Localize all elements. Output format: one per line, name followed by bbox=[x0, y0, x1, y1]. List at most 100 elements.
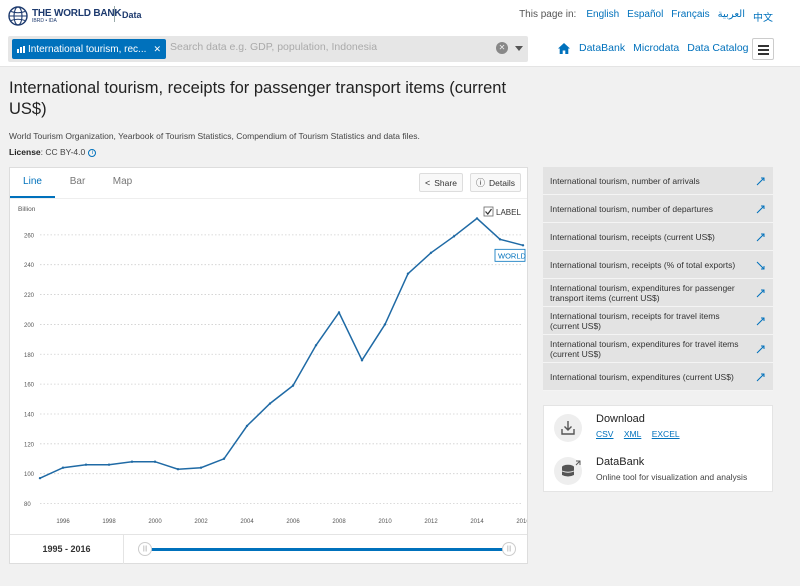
world-bank-logo[interactable]: THE WORLD BANK IBRD • IDA bbox=[8, 6, 122, 26]
lang-french[interactable]: Français bbox=[671, 9, 710, 20]
tab-line[interactable]: Line bbox=[10, 168, 55, 198]
dropdown-caret-icon[interactable] bbox=[515, 46, 523, 51]
chip-remove-icon[interactable]: ✕ bbox=[153, 43, 161, 54]
lang-english[interactable]: English bbox=[586, 9, 620, 20]
database-icon bbox=[554, 457, 582, 485]
data-point bbox=[360, 359, 364, 362]
related-item[interactable]: International tourism, number of arrival… bbox=[543, 167, 773, 195]
related-item-label: International tourism, receipts for trav… bbox=[550, 310, 720, 331]
info-circle-icon: ⓘ bbox=[476, 178, 486, 188]
share-label: Share bbox=[434, 177, 457, 188]
related-item[interactable]: International tourism, number of departu… bbox=[543, 195, 773, 223]
data-point bbox=[475, 217, 479, 220]
details-button[interactable]: ⓘ Details bbox=[470, 173, 521, 192]
clear-search-icon[interactable]: ✕ bbox=[496, 42, 508, 54]
range-end-handle[interactable]: ||| bbox=[502, 542, 516, 556]
gridlines bbox=[40, 234, 523, 504]
data-point bbox=[176, 468, 180, 471]
data-point bbox=[383, 323, 387, 326]
y-axis-ticks: 80 100 120 140 160 180 200 220 240 260 bbox=[24, 233, 35, 508]
download-excel-link[interactable]: EXCEL bbox=[651, 429, 680, 439]
trend-up-icon bbox=[756, 233, 765, 242]
series-label-world: WORLD bbox=[498, 251, 527, 260]
data-section-link[interactable]: Data bbox=[122, 10, 142, 20]
y-tick-label: 160 bbox=[24, 383, 35, 389]
download-row: Download CSV XML EXCEL bbox=[544, 406, 772, 449]
chart-tabs: Line Bar Map bbox=[10, 168, 145, 198]
data-point bbox=[38, 476, 42, 480]
tab-divider bbox=[10, 198, 527, 199]
data-point bbox=[314, 344, 318, 347]
nav-databank[interactable]: DataBank bbox=[579, 42, 626, 54]
home-icon[interactable] bbox=[558, 42, 570, 54]
related-item[interactable]: International tourism, expenditures (cur… bbox=[543, 363, 773, 391]
related-item[interactable]: International tourism, expenditures for … bbox=[543, 335, 773, 363]
data-point bbox=[406, 272, 410, 275]
search-placeholder[interactable]: Search data e.g. GDP, population, Indone… bbox=[170, 41, 378, 53]
year-range-bar: 1995 - 2016 ||| ||| bbox=[10, 534, 527, 564]
data-point bbox=[337, 311, 341, 314]
x-axis-ticks: 1996 1998 2000 2002 2004 2006 2008 2010 2012 2014… bbox=[56, 519, 527, 525]
trend-up-icon bbox=[756, 345, 765, 354]
y-tick-label: 260 bbox=[24, 233, 35, 239]
label-checkbox[interactable] bbox=[483, 206, 494, 217]
checkmark-icon bbox=[485, 208, 492, 215]
lang-chinese[interactable]: 中文 bbox=[753, 13, 773, 24]
label-toggle-text: LABEL bbox=[496, 208, 521, 217]
data-point bbox=[222, 457, 226, 460]
y-tick-label: 220 bbox=[24, 293, 35, 299]
lang-arabic[interactable]: العربية bbox=[717, 9, 745, 20]
nav-microdata[interactable]: Microdata bbox=[633, 42, 680, 54]
range-slider-track[interactable] bbox=[147, 548, 509, 551]
x-tick-label: 2006 bbox=[286, 519, 300, 525]
series-label-box bbox=[494, 248, 526, 262]
series-line-world bbox=[39, 217, 524, 479]
license-row: License: CC BY-4.0 i bbox=[9, 147, 97, 157]
download-icon[interactable] bbox=[554, 414, 582, 442]
related-item-label: International tourism, receipts (current… bbox=[550, 231, 715, 242]
download-csv-link[interactable]: CSV bbox=[596, 429, 614, 439]
x-tick-label: 2012 bbox=[424, 519, 438, 525]
x-tick-label: 2008 bbox=[332, 519, 346, 525]
related-item[interactable]: International tourism, expenditures for … bbox=[543, 279, 773, 307]
download-xml-link[interactable]: XML bbox=[623, 429, 642, 439]
lang-spanish[interactable]: Español bbox=[627, 9, 664, 20]
main-nav: DataBank Microdata Data Catalog bbox=[558, 42, 757, 54]
data-point bbox=[245, 424, 249, 428]
databank-row[interactable]: DataBank Online tool for visualization a… bbox=[544, 449, 772, 492]
data-point bbox=[199, 466, 203, 469]
share-button[interactable]: < Share bbox=[419, 173, 463, 192]
source-note: World Tourism Organization, Yearbook of … bbox=[9, 131, 420, 141]
indicator-chip[interactable]: International tourism, rec... ✕ bbox=[12, 39, 166, 59]
x-tick-label: 2000 bbox=[148, 519, 162, 525]
info-icon[interactable]: i bbox=[88, 148, 97, 157]
page-title: International tourism, receipts for pass… bbox=[9, 79, 507, 118]
logo-title: THE WORLD BANK bbox=[32, 7, 122, 19]
data-point bbox=[153, 460, 157, 463]
related-indicators: International tourism, number of arrival… bbox=[543, 167, 773, 391]
share-icon: < bbox=[425, 177, 431, 188]
hamburger-menu-icon[interactable] bbox=[752, 38, 774, 60]
trend-up-icon bbox=[756, 205, 765, 214]
related-item-label: International tourism, expenditures (cur… bbox=[550, 371, 734, 382]
nav-data-catalog[interactable]: Data Catalog bbox=[687, 42, 749, 54]
tab-map[interactable]: Map bbox=[112, 176, 133, 187]
y-tick-label: 140 bbox=[24, 412, 35, 418]
x-tick-label: 2016 bbox=[516, 519, 527, 525]
search-box[interactable]: International tourism, rec... ✕ Search d… bbox=[8, 36, 528, 62]
related-item[interactable]: International tourism, receipts for trav… bbox=[543, 307, 773, 335]
download-panel: Download CSV XML EXCEL DataBank Online t… bbox=[543, 405, 773, 492]
trend-down-icon bbox=[756, 261, 765, 270]
data-point bbox=[268, 402, 272, 405]
related-item-label: International tourism, number of departu… bbox=[550, 203, 714, 214]
trend-up-icon bbox=[756, 289, 765, 298]
related-item[interactable]: International tourism, receipts (current… bbox=[543, 223, 773, 251]
data-point bbox=[498, 238, 502, 241]
bar-chart-icon bbox=[17, 45, 25, 53]
related-item-label: International tourism, number of arrival… bbox=[550, 175, 700, 186]
related-item[interactable]: International tourism, receipts (% of to… bbox=[543, 251, 773, 279]
trend-up-icon bbox=[756, 373, 765, 382]
tab-bar[interactable]: Bar bbox=[69, 176, 86, 187]
range-start-handle[interactable]: ||| bbox=[138, 542, 152, 556]
logo-divider bbox=[114, 6, 115, 22]
